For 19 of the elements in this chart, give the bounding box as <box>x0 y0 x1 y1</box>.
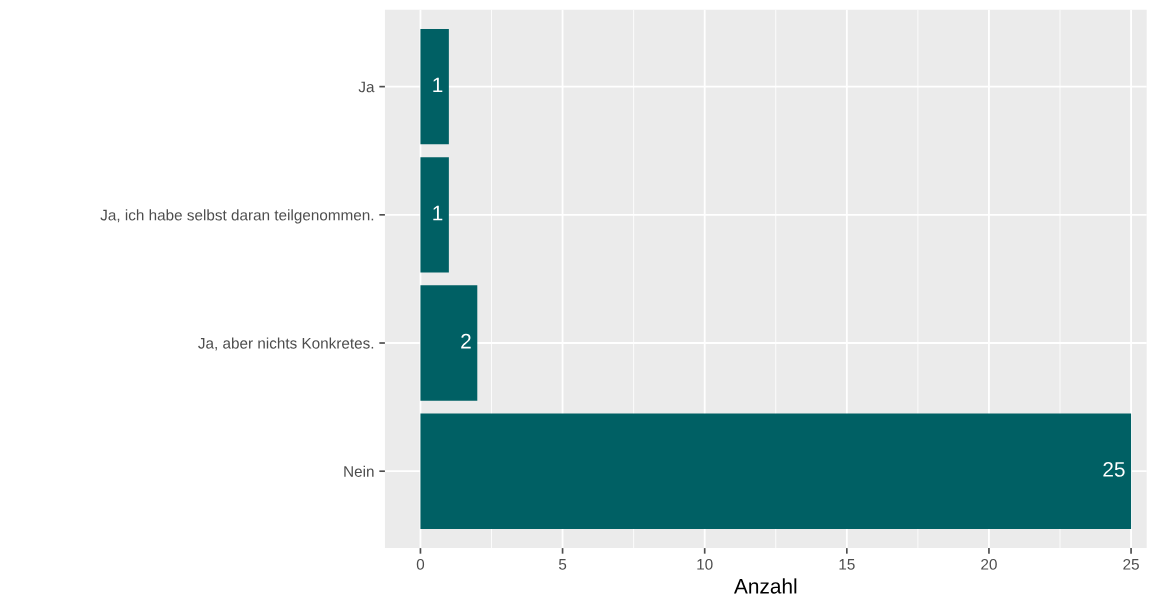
y-tick-label: Ja, aber nichts Konkretes. <box>198 337 374 351</box>
bar <box>420 285 478 401</box>
bar <box>420 413 1132 529</box>
data-label: 1 <box>433 77 443 93</box>
x-tick-label: 5 <box>558 559 567 570</box>
y-tick-label: Nein <box>344 465 374 477</box>
x-tick-label: 10 <box>697 558 713 570</box>
data-label: 1 <box>433 205 443 221</box>
x-tick-label: 25 <box>1123 558 1139 570</box>
bar <box>420 157 449 273</box>
x-tick-label: 20 <box>981 558 997 570</box>
data-label: 2 <box>461 333 471 349</box>
x-tick-label: 0 <box>416 558 425 570</box>
data-label: 25 <box>1103 462 1125 477</box>
bar <box>420 28 449 145</box>
y-tick-label: Ja, ich habe selbst daran teilgenommen. <box>100 209 374 224</box>
x-axis-title: Anzahl <box>734 578 797 594</box>
x-tick-label: 15 <box>839 559 855 570</box>
y-tick-label: Ja <box>358 81 375 93</box>
